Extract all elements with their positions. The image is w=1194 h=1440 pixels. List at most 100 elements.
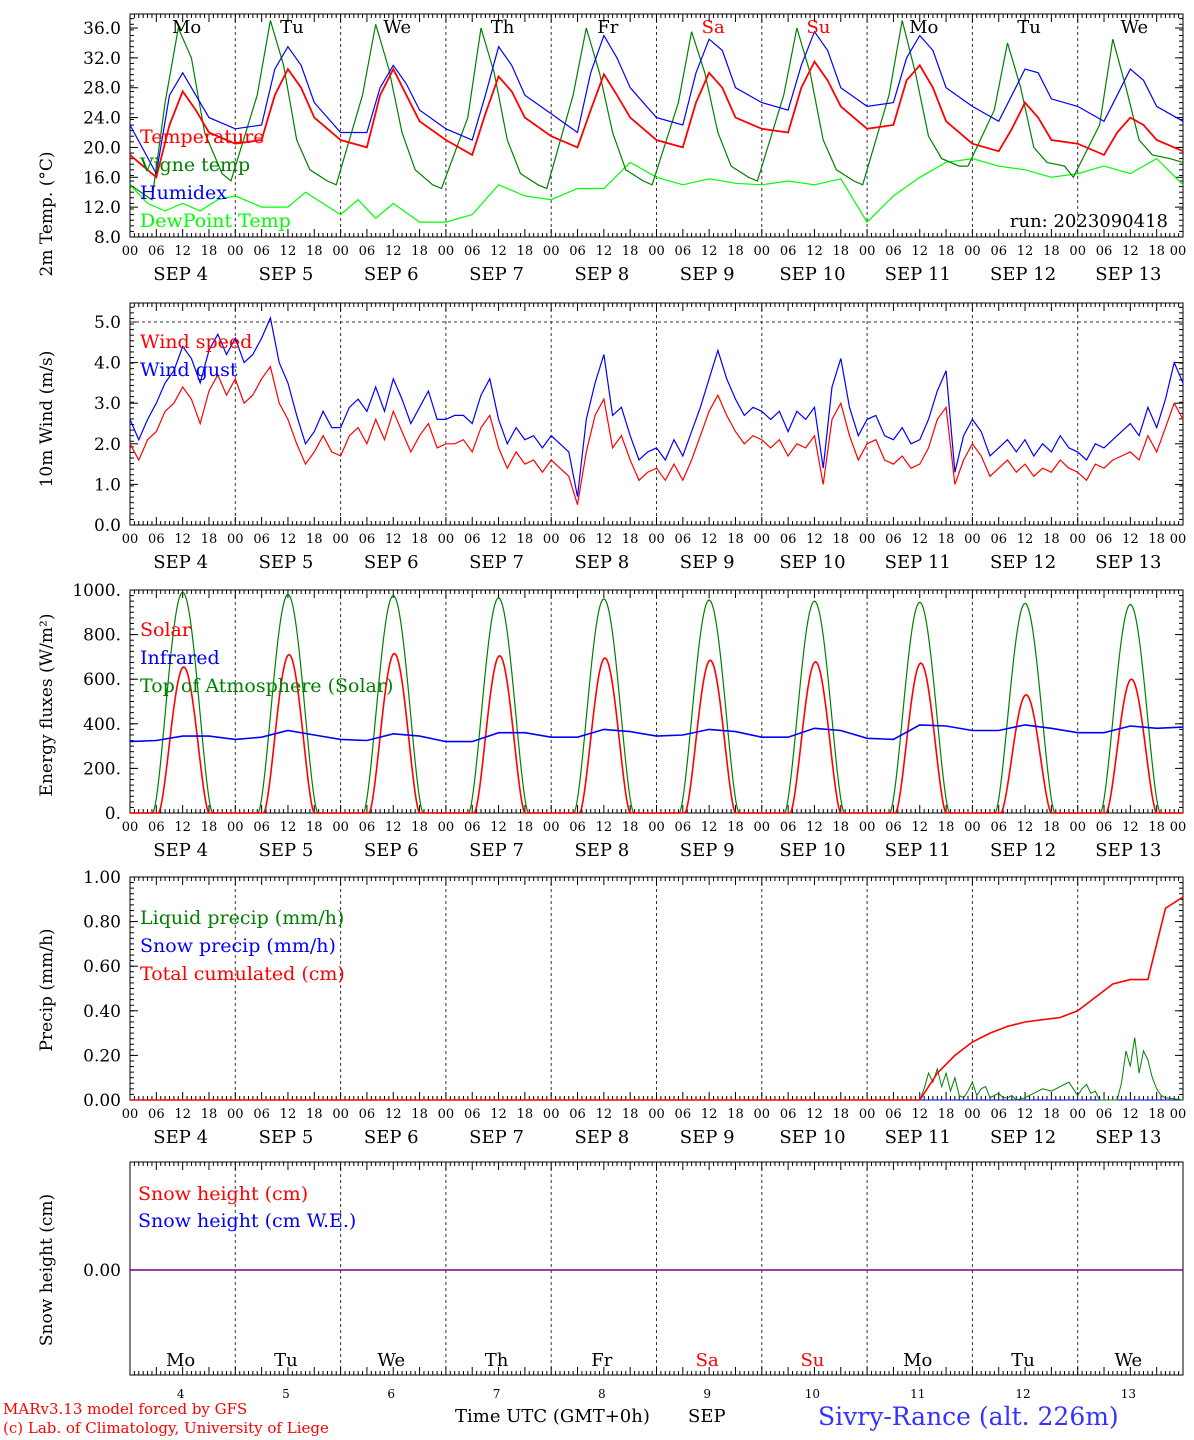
temp-hour-label: 18 [306,244,323,259]
snow-weekday-label: Su [800,1350,824,1371]
wind-hour-label: 06 [885,532,902,547]
energy-date-label: SEP 13 [1095,840,1161,861]
temp-date-label: SEP 7 [469,264,524,285]
wind-hour-label: 18 [622,532,639,547]
energy-legend-top-of-atmosphere-solar-: Top of Atmosphere (Solar) [140,675,393,697]
wind-y-tick-label: 3.0 [94,394,121,414]
precip-hour-label: 18 [938,1107,955,1122]
wind-hour-label: 12 [174,532,191,547]
energy-hour-label: 06 [148,820,165,835]
precip-y-tick-label: 0.00 [83,1091,121,1111]
temp-hour-label: 18 [833,244,850,259]
wind-date-label: SEP 12 [990,552,1056,573]
temp-hour-label: 12 [280,244,297,259]
energy-hour-label: 18 [833,820,850,835]
weekday-label: Fr [597,17,618,38]
energy-hour-label: 00 [227,820,244,835]
temp-series-vigne-temp [129,20,1184,201]
precip-date-label: SEP 8 [574,1127,629,1148]
wind-hour-label: 00 [648,532,665,547]
energy-hour-label: 00 [754,820,771,835]
snow-day-number: 5 [282,1387,290,1401]
weekday-label: Mo [172,17,201,38]
wind-hour-label: 06 [464,532,481,547]
energy-hour-label: 12 [806,820,823,835]
precip-hour-label: 00 [648,1107,665,1122]
wind-hour-label: 06 [675,532,692,547]
precip-date-label: SEP 4 [153,1127,208,1148]
precip-hour-label: 12 [1122,1107,1139,1122]
precip-hour-label: 00 [859,1107,876,1122]
temp-y-tick-label: 32.0 [83,49,121,69]
precip-date-label: SEP 9 [680,1127,735,1148]
wind-hour-label: 18 [306,532,323,547]
temp-date-label: SEP 9 [680,264,735,285]
wind-date-label: SEP 5 [259,552,314,573]
temp-y-tick-label: 16.0 [83,168,121,188]
wind-hour-label: 18 [1043,532,1060,547]
temp-legend-vigne-temp: Vigne temp [139,154,250,176]
precip-date-label: SEP 12 [990,1127,1056,1148]
snow-day-number: 7 [493,1387,501,1401]
wind-hour-label: 18 [938,532,955,547]
temp-date-label: SEP 4 [153,264,208,285]
temp-hour-label: 00 [543,244,560,259]
precip-date-label: SEP 11 [885,1127,951,1148]
temp-y-tick-label: 28.0 [83,79,121,99]
precip-y-tick-label: 1.00 [83,868,121,888]
temp-hour-label: 18 [201,244,218,259]
wind-hour-label: 00 [754,532,771,547]
weekday-label: Tu [1017,17,1041,38]
precip-hour-label: 06 [885,1107,902,1122]
wind-hour-label: 12 [911,532,928,547]
temp-hour-label: 12 [490,244,507,259]
energy-hour-label: 00 [964,820,981,835]
snow-weekday-label: Fr [591,1350,612,1371]
energy-date-label: SEP 8 [574,840,629,861]
energy-hour-label: 12 [701,820,718,835]
energy-hour-label: 00 [648,820,665,835]
temp-hour-label: 12 [385,244,402,259]
precip-hour-label: 18 [411,1107,428,1122]
temp-hour-label: 06 [464,244,481,259]
energy-hour-label: 00 [859,820,876,835]
precip-hour-label: 18 [517,1107,534,1122]
precip-hour-label: 12 [490,1107,507,1122]
energy-hour-label: 00 [438,820,455,835]
precip-hour-label: 12 [174,1107,191,1122]
temp-hour-label: 00 [227,244,244,259]
temp-hour-label: 12 [174,244,191,259]
precip-hour-label: 12 [1017,1107,1034,1122]
energy-hour-label-end: 00 [1170,820,1187,835]
temp-hour-label: 12 [1122,244,1139,259]
snow-weekday-label: We [377,1350,405,1371]
energy-hour-label: 18 [306,820,323,835]
temp-series-dewpoint-temp [129,157,1184,224]
precip-hour-label: 06 [1096,1107,1113,1122]
snow-day-number: 12 [1015,1387,1030,1401]
temp-hour-label: 18 [411,244,428,259]
weekday-label: Th [491,17,515,38]
temp-hour-label: 18 [1148,244,1165,259]
energy-date-label: SEP 12 [990,840,1056,861]
energy-hour-label: 00 [332,820,349,835]
energy-hour-label: 06 [780,820,797,835]
precip-hour-label: 06 [148,1107,165,1122]
precip-date-label: SEP 5 [259,1127,314,1148]
temp-legend-dewpoint-temp: DewPoint Temp [140,210,291,232]
wind-hour-label: 18 [517,532,534,547]
wind-hour-label: 06 [780,532,797,547]
precip-hour-label: 18 [1148,1107,1165,1122]
energy-hour-label: 12 [596,820,613,835]
energy-hour-label: 18 [201,820,218,835]
wind-date-label: SEP 6 [364,552,419,573]
temp-hour-label: 00 [648,244,665,259]
energy-date-label: SEP 5 [259,840,314,861]
energy-y-tick-label: 400. [83,715,121,735]
temp-hour-label: 00 [964,244,981,259]
temp-hour-label: 06 [253,244,270,259]
precip-hour-label: 12 [280,1107,297,1122]
temp-hour-label: 12 [701,244,718,259]
precip-y-axis-label: Precip (mm/h) [37,928,57,1051]
